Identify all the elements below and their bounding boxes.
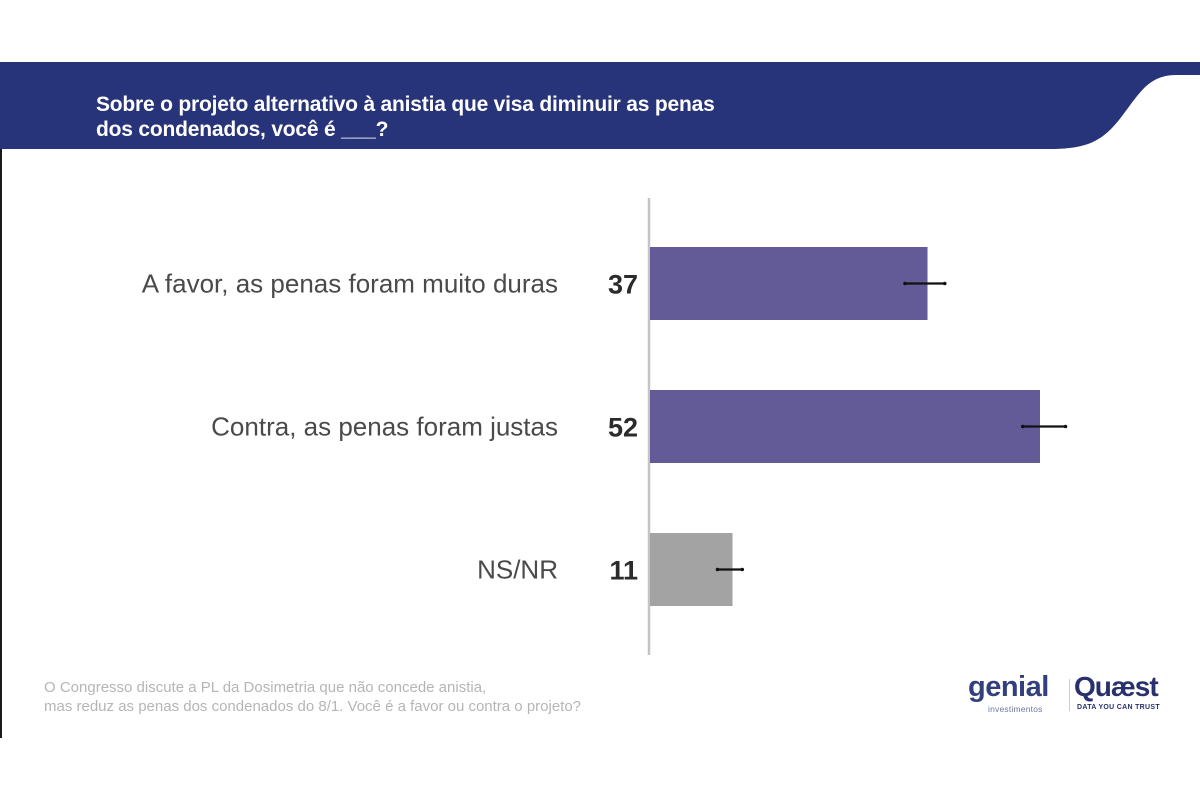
footnote-line-1: O Congresso discute a PL da Dosimetria q…	[44, 679, 487, 696]
header-banner-shape	[0, 62, 1200, 149]
bar	[650, 390, 1040, 463]
error-bar-cap	[903, 281, 907, 286]
header-banner	[0, 62, 1200, 152]
error-bar-cap	[740, 567, 745, 572]
quaest-logo-tagline: DATA YOU CAN TRUST	[1077, 704, 1160, 711]
error-bar-cap	[1063, 424, 1068, 429]
quaest-logo: Quæst	[1074, 671, 1159, 702]
footnote-line-2: mas reduz as penas dos condenados do 8/1…	[44, 698, 582, 715]
page-title: Sobre o projeto alternativo à anistia qu…	[96, 92, 916, 142]
frame-left-rule	[0, 62, 2, 738]
genial-logo-subtitle: investimentos	[988, 704, 1043, 714]
logo-divider	[1069, 679, 1070, 711]
category-label: A favor, as penas foram muito duras	[142, 269, 558, 299]
genial-logo: genial	[968, 671, 1049, 703]
title-line-1: Sobre o projeto alternativo à anistia qu…	[96, 93, 715, 116]
error-bar-cap	[942, 281, 947, 286]
category-label: NS/NR	[477, 555, 558, 585]
value-label: 52	[608, 413, 638, 443]
footnote: O Congresso discute a PL da Dosimetria q…	[44, 678, 744, 716]
title-line-2: dos condenados, você é ___?	[96, 118, 389, 141]
error-bar-cap	[1020, 424, 1025, 429]
category-label: Contra, as penas foram justas	[211, 412, 558, 442]
error-bar-cap	[715, 567, 720, 572]
value-label: 11	[609, 556, 638, 586]
value-label: 37	[608, 270, 638, 300]
logos: genial investimentos Quæst DATA YOU CAN …	[966, 671, 1176, 720]
bar	[650, 247, 928, 320]
